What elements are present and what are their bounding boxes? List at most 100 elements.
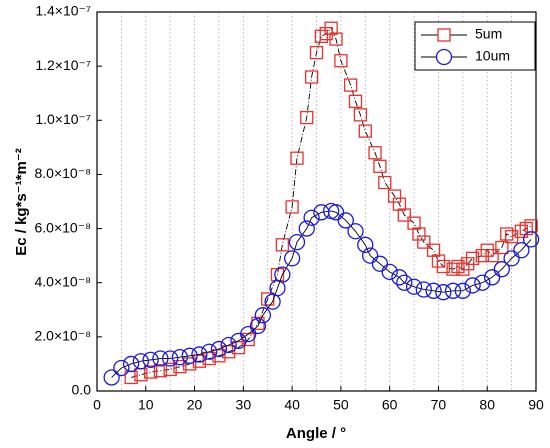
data-point [298,220,315,237]
data-point [251,316,265,330]
data-point [522,231,540,248]
data-point [303,209,320,226]
data-point [334,54,348,68]
x-axis-label: Angle / ° [286,425,346,442]
data-point [181,347,198,364]
data-point [304,70,319,84]
data-point [474,274,491,291]
data-point [275,238,290,252]
data-point [222,345,236,359]
data-point [122,355,140,373]
data-point [288,233,306,251]
legend-label: 5um [475,26,502,42]
data-point [371,255,389,272]
legend-marker [435,48,453,66]
x-tick-label: 70 [431,397,447,413]
data-point [327,204,345,221]
data-point [290,151,304,165]
data-point [202,351,216,366]
data-point [407,216,421,230]
series-line [131,27,532,378]
data-point [368,146,382,160]
data-point [495,240,509,255]
data-point [444,282,462,299]
data-point [103,369,120,386]
data-point [464,277,481,294]
data-point [405,278,423,295]
data-point [381,263,398,281]
x-tick-label: 30 [236,397,252,413]
data-point [513,242,530,259]
data-point [113,359,130,377]
data-point [396,274,413,291]
data-point [144,365,158,379]
y-tick-label: 1.2×10⁻⁷ [35,57,91,73]
data-point [249,317,267,335]
data-point [446,262,460,276]
y-tick-label: 6.0×10⁻⁸ [34,219,91,235]
x-tick-label: 80 [479,397,495,413]
data-point [220,336,237,354]
data-point [191,346,208,363]
data-point [173,359,187,374]
legend-marker [437,28,451,42]
y-tick-label: 1.0×10⁻⁷ [35,111,91,127]
x-tick-label: 20 [187,397,203,413]
legend-box [414,21,536,71]
data-point [240,325,257,343]
data-point [142,351,159,369]
data-point [493,261,511,278]
data-point [300,110,314,125]
data-point [153,364,168,378]
x-tick-label: 10 [138,397,154,413]
data-point [254,307,271,324]
data-point [412,227,426,241]
data-point [373,159,387,173]
data-point [309,45,324,60]
data-point [391,269,408,286]
data-point [358,124,372,138]
data-point [201,343,218,360]
data-point [417,235,431,249]
legend-label: 10um [475,48,510,64]
data-point [357,236,374,253]
data-point [210,340,228,358]
data-point [435,284,452,301]
data-point [500,227,514,241]
data-point [231,341,246,355]
data-point [329,32,343,46]
data-point [343,78,358,92]
data-point [465,251,480,266]
x-tick-label: 40 [284,397,300,413]
data-point [378,175,392,190]
x-tick-label: 90 [528,397,544,413]
data-point [274,266,291,283]
x-tick-label: 60 [382,397,398,413]
data-point [483,269,501,286]
data-point [348,94,363,108]
x-tick-label: 50 [333,397,349,413]
data-point [171,349,189,366]
data-point [314,29,329,44]
data-point [426,243,441,257]
data-point [163,362,177,376]
data-point [425,282,442,299]
y-tick-label: 4.0×10⁻⁸ [34,273,91,289]
data-point [212,349,226,363]
data-point [436,259,450,274]
data-point [387,189,402,203]
data-point [283,250,301,267]
data-point [337,212,354,229]
data-point [415,281,432,298]
data-point [362,247,379,264]
data-point [454,282,471,299]
plot-frame [96,11,537,392]
data-point [353,108,368,122]
data-point [285,200,299,214]
data-point [347,223,364,240]
data-point [392,197,407,211]
x-tick-label: 0 [93,397,101,413]
data-point [324,21,338,35]
